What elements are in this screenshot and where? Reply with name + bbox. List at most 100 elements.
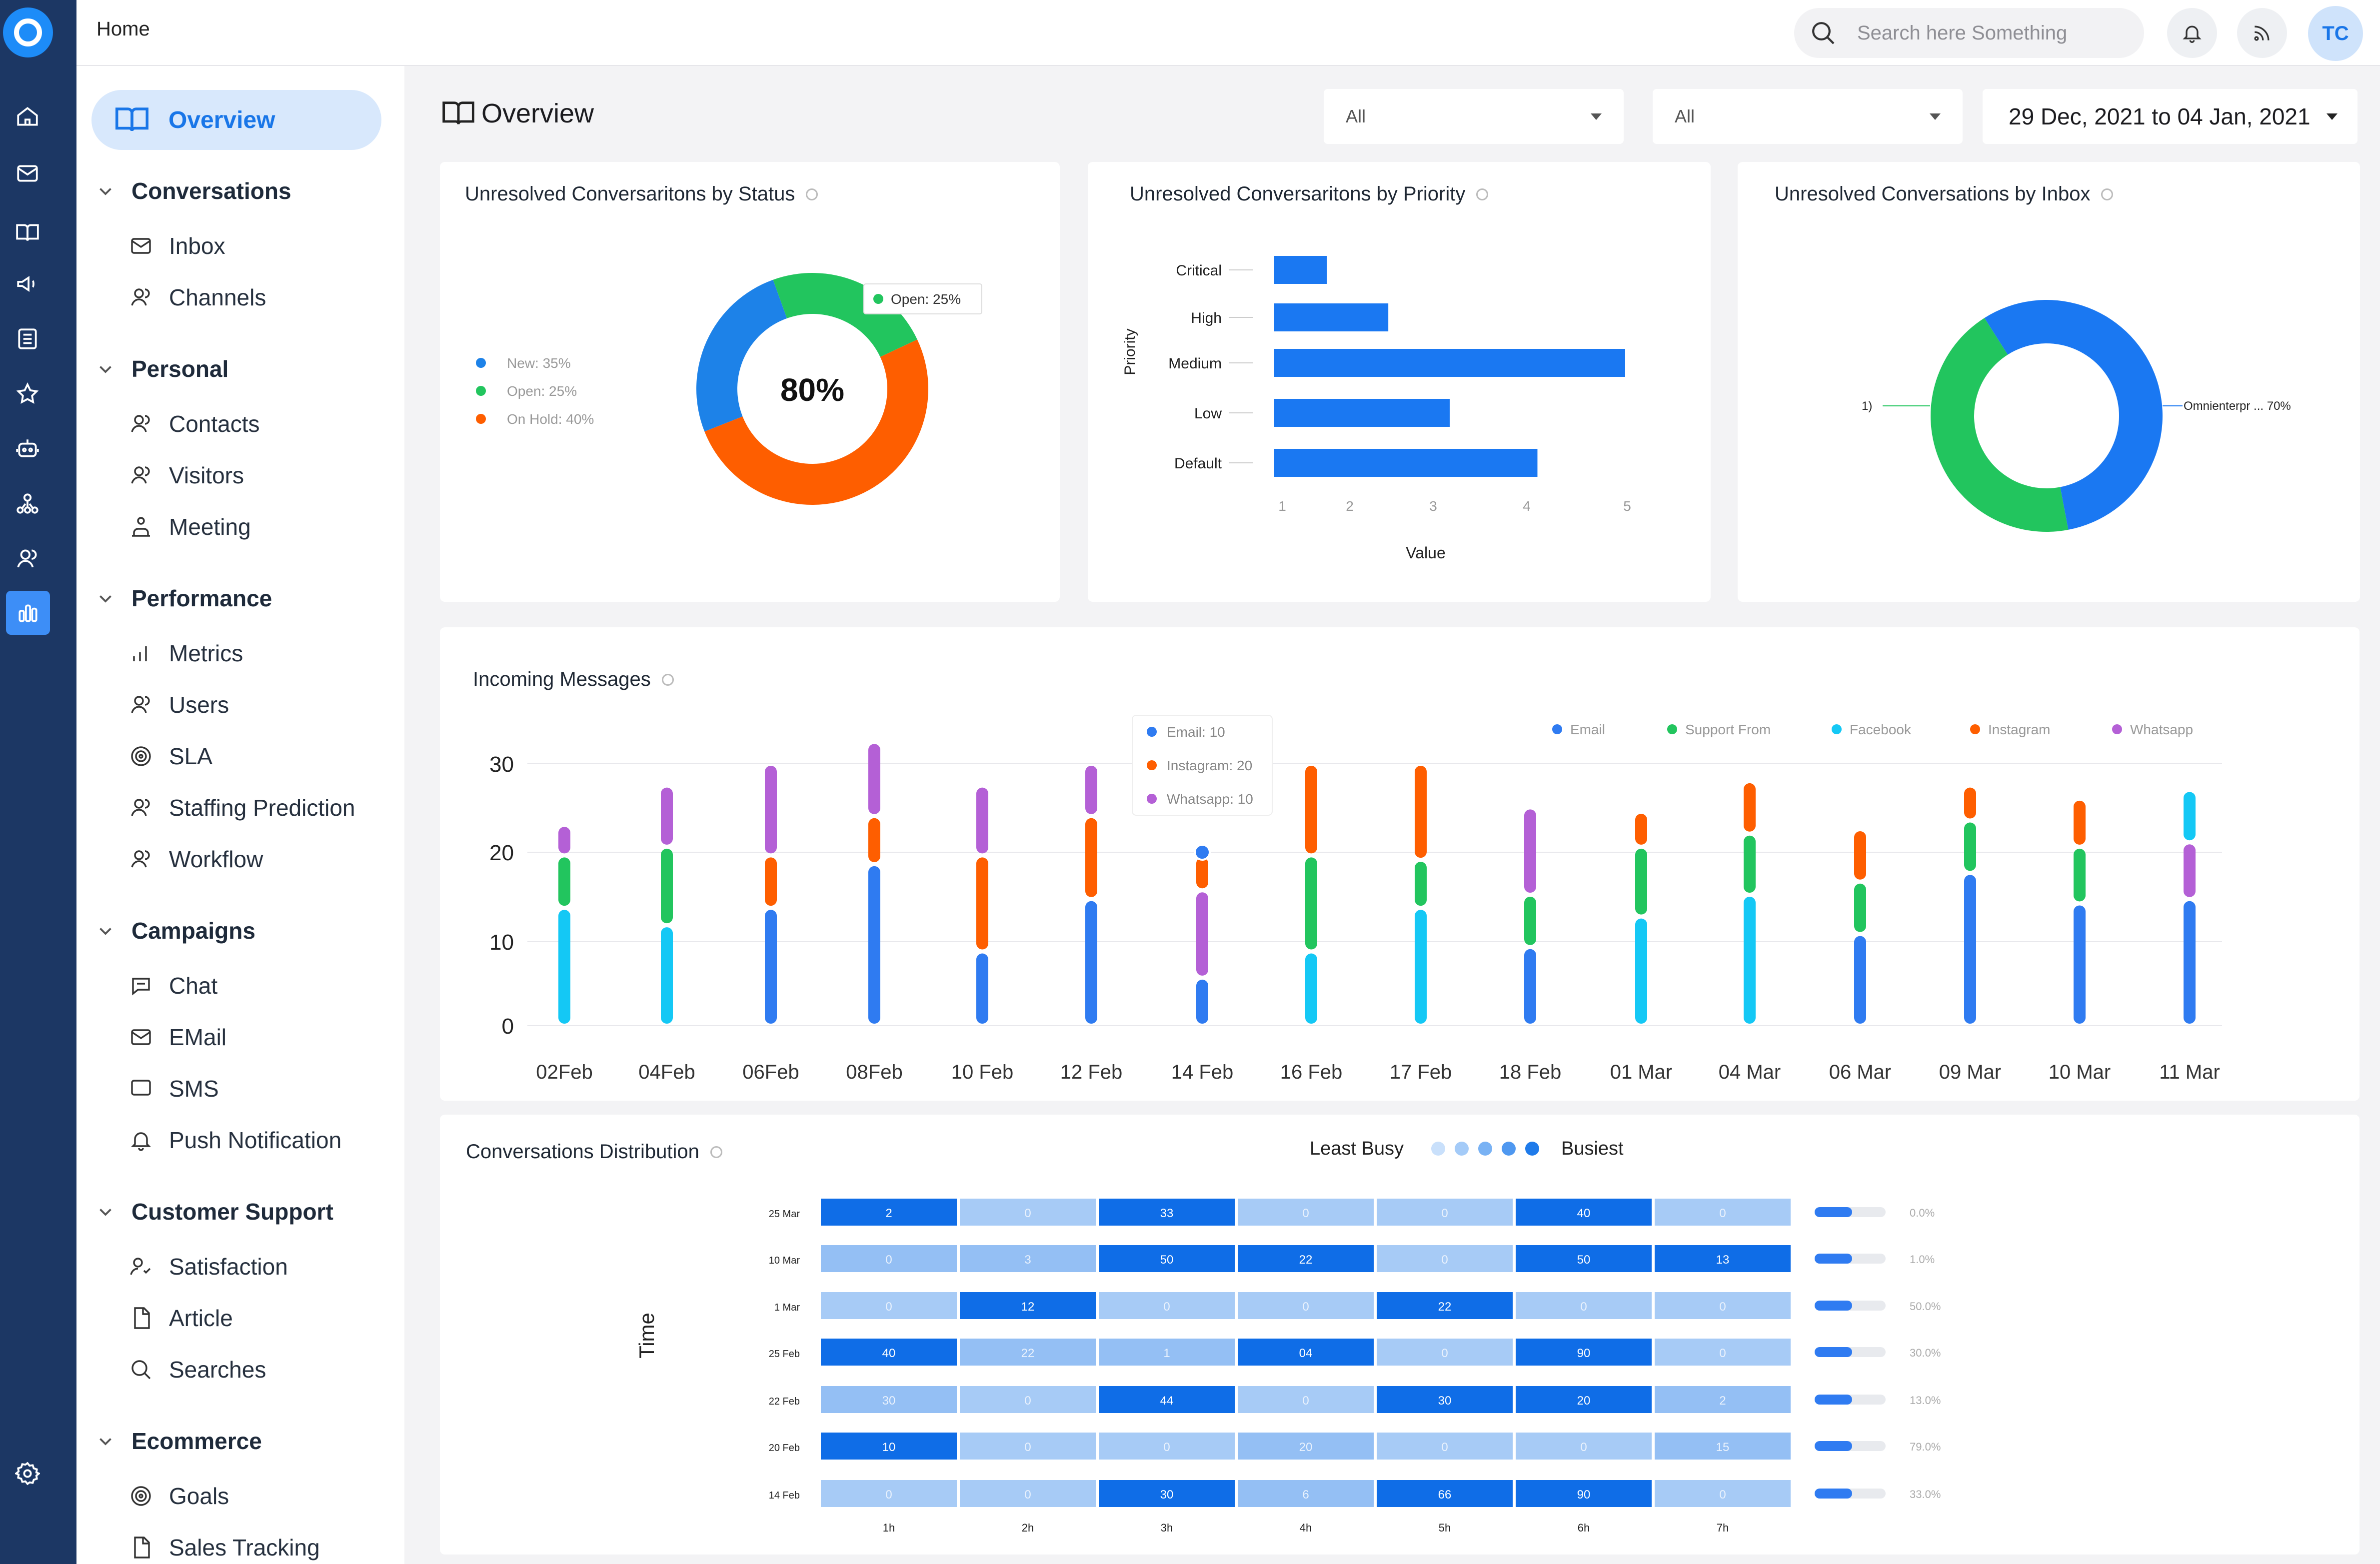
logo-icon[interactable]	[3, 7, 53, 57]
status-chart-card: Unresolved Conversaritons by Status 80% N…	[440, 162, 1060, 602]
sidebar-group-performance[interactable]: Performance	[96, 585, 272, 612]
sidebar-group-personal[interactable]: Personal	[96, 355, 228, 382]
heat-cell	[1516, 1480, 1652, 1507]
heat-cell-value: 0	[1024, 1207, 1031, 1220]
legend-swatch	[476, 414, 486, 424]
analytics-icon[interactable]	[6, 591, 50, 635]
sidebar-item-overview[interactable]: Overview	[91, 90, 381, 150]
pie-slice	[1931, 318, 2069, 532]
book-icon[interactable]	[11, 216, 44, 249]
sidebar-item-staffing-prediction[interactable]: Staffing Prediction	[129, 794, 355, 821]
heat-cell-value: 0	[885, 1253, 892, 1267]
bar-segment	[1305, 953, 1317, 1024]
heat-cell-value: 0	[1302, 1207, 1309, 1220]
sidebar-item-sales-tracking[interactable]: Sales Tracking	[129, 1534, 320, 1561]
heat-cell-value: 0	[1024, 1488, 1031, 1502]
sidebar-item-article[interactable]: Article	[129, 1305, 233, 1332]
tooltip-label: Open: 25%	[891, 291, 961, 307]
sidebar-item-email[interactable]: EMail	[129, 1024, 226, 1051]
sidebar-item-sla[interactable]: SLA	[129, 743, 212, 770]
sidebar-group-conversations[interactable]: Conversations	[96, 177, 291, 204]
star-icon[interactable]	[11, 377, 44, 410]
heat-cell-value: 22	[1438, 1300, 1452, 1314]
sidebar-item-label: Overview	[168, 106, 275, 133]
legend-swatch	[1667, 724, 1677, 734]
info-icon[interactable]	[806, 188, 818, 200]
network-icon[interactable]	[11, 487, 44, 520]
info-icon[interactable]	[710, 1146, 722, 1158]
sidebar-item-meeting[interactable]: Meeting	[129, 513, 251, 540]
chevron-down-icon	[99, 366, 111, 373]
feed-button[interactable]	[2237, 8, 2287, 58]
heat-cell	[1238, 1199, 1374, 1226]
sidebar-item-workflow[interactable]: Workflow	[129, 846, 263, 873]
sidebar-item-metrics[interactable]: Metrics	[129, 640, 243, 667]
sidebar-item-satisfaction[interactable]: Satisfaction	[129, 1253, 288, 1280]
sidebar-group-customer-support[interactable]: Customer Support	[96, 1198, 333, 1225]
home-icon[interactable]	[11, 100, 44, 133]
avatar[interactable]: TC	[2308, 6, 2363, 61]
megaphone-icon[interactable]	[11, 267, 44, 300]
y-tick-label: 10	[489, 930, 514, 955]
heat-cell	[821, 1339, 957, 1366]
heat-cell	[1377, 1339, 1513, 1366]
info-icon[interactable]	[1476, 188, 1489, 200]
sidebar-item-chat[interactable]: Chat	[129, 972, 217, 999]
bar-segment	[765, 857, 777, 906]
sidebar-item-visitors[interactable]: Visitors	[129, 462, 244, 489]
mail-icon[interactable]	[11, 157, 44, 190]
heat-cell-value: 0	[1163, 1441, 1170, 1454]
sidebar-group-ecommerce[interactable]: Ecommerce	[96, 1428, 262, 1455]
settings-icon[interactable]	[11, 1457, 44, 1490]
card-title: Unresolved Conversaritons by Priority	[1130, 183, 1489, 205]
checklist-icon[interactable]	[11, 322, 44, 355]
sidebar-item-sms[interactable]: SMS	[129, 1075, 219, 1102]
date-range-picker[interactable]: 29 Dec, 2021 to 04 Jan, 2021	[1983, 89, 2358, 144]
heat-cell-value: 0	[1441, 1347, 1448, 1360]
sidebar-item-channels[interactable]: Channels	[129, 284, 266, 311]
incoming-messages-card: Incoming Messages 0 10 20 30 02Feb 04Feb 06Feb…	[440, 627, 2360, 1101]
x-tick-label: 18 Feb	[1499, 1061, 1562, 1083]
sidebar-group-label: Performance	[131, 585, 272, 611]
heat-cell-value: 0	[1163, 1300, 1170, 1314]
filter-select-1[interactable]: All	[1324, 89, 1624, 144]
sidebar-group-label: Conversations	[131, 178, 291, 204]
rss-icon	[2254, 25, 2270, 41]
heat-cell-value: 0	[885, 1300, 892, 1314]
bar-segment	[1415, 862, 1427, 906]
breadcrumb[interactable]: Home	[96, 18, 150, 40]
filter-select-2[interactable]: All	[1653, 89, 1963, 144]
sidebar-item-inbox[interactable]: Inbox	[129, 232, 225, 259]
sidebar-item-push-notification[interactable]: Push Notification	[129, 1127, 341, 1154]
progress-fill	[1815, 1301, 1852, 1311]
sidebar-item-contacts[interactable]: Contacts	[129, 410, 260, 437]
sidebar-item-goals[interactable]: Goals	[129, 1483, 229, 1510]
search-box[interactable]	[1794, 8, 2144, 58]
heat-cell-value: 90	[1577, 1488, 1591, 1502]
priority-bar-chart: Critical High Medium Low Default 1 2 3 4 5 Value Pr…	[1122, 256, 1631, 562]
sidebar-item-users[interactable]: Users	[129, 691, 229, 718]
heat-cell-value: 2	[885, 1207, 892, 1220]
info-icon[interactable]	[661, 673, 674, 686]
heat-cell-value: 0	[885, 1488, 892, 1502]
bar-segment	[1854, 936, 1866, 1024]
bar-segment	[1085, 818, 1097, 897]
x-tick-label: 06 Mar	[1829, 1061, 1892, 1083]
x-tick-label: 01 Mar	[1610, 1061, 1673, 1083]
sidebar-item-searches[interactable]: Searches	[129, 1356, 266, 1383]
sidebar-group-campaigns[interactable]: Campaigns	[96, 917, 255, 944]
bot-icon[interactable]	[11, 432, 44, 465]
search-input[interactable]	[1857, 21, 2137, 44]
bar-segment	[1744, 835, 1756, 893]
x-tick-label: 5	[1623, 498, 1631, 514]
card-title: Conversations Distribution	[466, 1141, 722, 1163]
heat-cell	[1377, 1292, 1513, 1319]
meeting-icon	[132, 517, 150, 537]
legend-label: On Hold: 40%	[507, 411, 594, 427]
bar-segment	[2074, 800, 2086, 845]
contacts-icon[interactable]	[11, 542, 44, 575]
center-label: 80%	[780, 372, 844, 408]
info-icon[interactable]	[2101, 188, 2114, 200]
notification-button[interactable]	[2167, 8, 2217, 58]
heat-cell-value: 0	[1719, 1207, 1726, 1220]
